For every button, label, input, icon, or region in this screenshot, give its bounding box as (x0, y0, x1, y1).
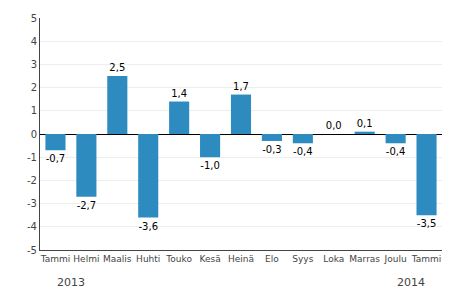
svg-text:Tammi: Tammi (40, 254, 71, 264)
svg-text:-0,4: -0,4 (386, 146, 406, 157)
svg-text:Huhti: Huhti (136, 254, 160, 264)
svg-text:3: 3 (31, 59, 37, 70)
svg-text:-1,0: -1,0 (200, 160, 220, 171)
svg-text:Maalis: Maalis (103, 254, 132, 264)
svg-text:1: 1 (31, 105, 37, 116)
svg-text:Kesä: Kesä (199, 254, 220, 264)
svg-text:Helmi: Helmi (73, 254, 99, 264)
svg-text:Heinä: Heinä (228, 254, 254, 264)
svg-text:-3,5: -3,5 (417, 218, 437, 229)
svg-text:4: 4 (31, 36, 37, 47)
svg-text:0,0: 0,0 (326, 120, 342, 131)
svg-text:-2: -2 (27, 175, 37, 186)
svg-text:Joulu: Joulu (384, 254, 407, 264)
svg-text:Marras: Marras (349, 254, 380, 264)
svg-text:2,5: 2,5 (109, 62, 125, 73)
svg-text:0: 0 (31, 129, 37, 140)
svg-text:2014: 2014 (397, 276, 425, 289)
svg-text:-3,6: -3,6 (138, 221, 158, 232)
svg-text:-4: -4 (27, 221, 37, 232)
svg-text:Tammi: Tammi (411, 254, 442, 264)
svg-text:-3: -3 (27, 198, 37, 209)
svg-text:5: 5 (31, 13, 37, 24)
svg-text:-2,7: -2,7 (77, 200, 97, 211)
svg-text:1,7: 1,7 (233, 81, 249, 92)
svg-text:-1: -1 (27, 152, 37, 163)
svg-text:-0,7: -0,7 (46, 153, 66, 164)
svg-text:Loka: Loka (323, 254, 344, 264)
svg-text:Syys: Syys (292, 254, 313, 264)
svg-text:2013: 2013 (57, 276, 85, 289)
svg-text:Elo: Elo (265, 254, 279, 264)
svg-text:-5: -5 (27, 245, 37, 256)
svg-text:2: 2 (31, 82, 37, 93)
svg-text:Touko: Touko (165, 254, 192, 264)
svg-text:1,4: 1,4 (171, 88, 187, 99)
svg-text:0,1: 0,1 (357, 118, 373, 129)
svg-text:-0,4: -0,4 (293, 146, 313, 157)
svg-text:-0,3: -0,3 (262, 144, 282, 155)
